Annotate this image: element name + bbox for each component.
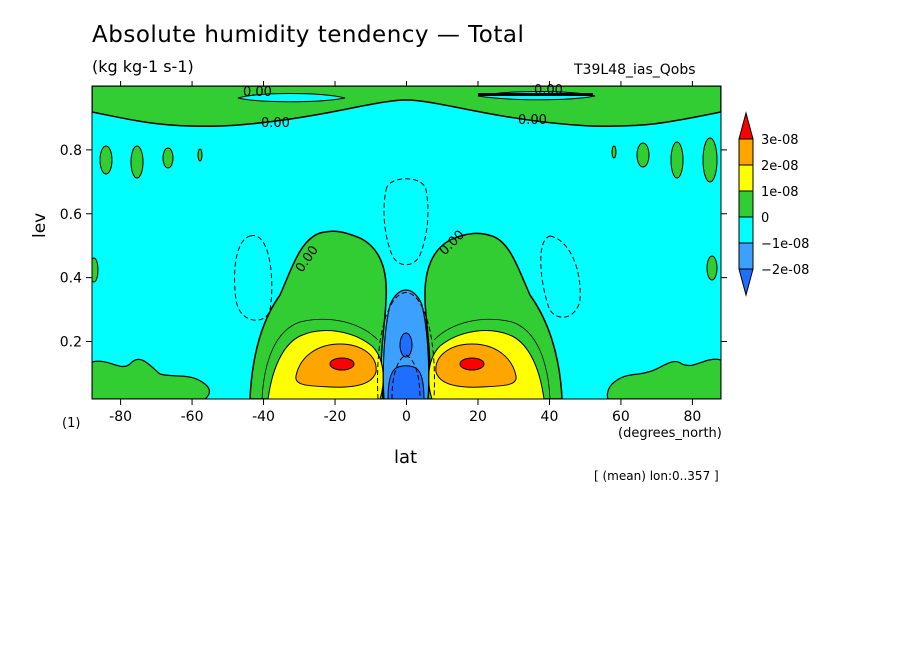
contour-label: 0.00 (534, 83, 563, 98)
dashed-contour (234, 235, 273, 321)
y-tick-label: 0.8 (60, 143, 82, 159)
x-tick-label: -20 (324, 409, 347, 425)
blob (99, 145, 113, 175)
colorbar-label: −2e-08 (761, 263, 809, 278)
chart-title: Absolute humidity tendency — Total (92, 22, 525, 48)
colorbar-swatch (738, 216, 754, 244)
contour-field (92, 86, 721, 399)
colorbar-swatch (738, 190, 754, 218)
colorbar-label: 3e-08 (761, 133, 799, 148)
average-note: [ (mean) lon:0..357 ] (594, 469, 719, 483)
colorbar-swatch (738, 242, 754, 270)
green-corner-right (606, 358, 721, 399)
x-axis-label: lat (394, 447, 418, 468)
colorbar-max-arrow (738, 111, 754, 140)
blob (670, 141, 684, 179)
colorbar-label: −1e-08 (761, 237, 809, 252)
colorbar-min-arrow (738, 268, 754, 297)
chart-units: (kg kg-1 s-1) (92, 57, 194, 76)
y-scale-factor: (1) (62, 416, 81, 431)
x-tick-label: 20 (469, 409, 487, 425)
x-tick-label: 0 (402, 409, 411, 425)
y-tick-label: 0.2 (60, 335, 82, 351)
colorbar-swatch (738, 164, 754, 192)
blob (197, 148, 203, 162)
colorbar-label: 2e-08 (761, 159, 799, 174)
deep-blue-core (387, 365, 425, 399)
x-tick-label: -40 (252, 409, 275, 425)
contour-label: 0.00 (518, 113, 547, 128)
deep-blue-small (399, 332, 413, 358)
blob (636, 142, 650, 168)
contour-labels: 0.00 0.00 0.00 0.00 0.00 0.00 (243, 83, 563, 275)
red-core-left (329, 357, 355, 371)
y-tick-label: 0.6 (60, 207, 82, 223)
top-pocket-left (237, 93, 346, 103)
solid-contour (433, 318, 551, 399)
dashed-contour (383, 178, 429, 266)
contour-label: 0.00 (243, 85, 272, 100)
contour-label: 0.00 (261, 116, 290, 131)
dashed-contour (377, 292, 435, 399)
x-axis-unit: (degrees_north) (618, 426, 722, 441)
y-tick-label: 0.4 (60, 271, 82, 287)
green-corner-left (92, 358, 210, 399)
blob (706, 255, 718, 281)
contour-tick (478, 93, 593, 96)
red-core-right (459, 357, 485, 371)
y-axis-ticks: 0.2 0.4 0.6 0.8 (60, 143, 727, 351)
solid-contour (261, 318, 379, 399)
dashed-contour (540, 235, 581, 318)
colorbar-swatch (738, 138, 754, 166)
x-axis-ticks: -80 -60 -40 -20 0 20 40 60 80 (109, 81, 701, 425)
blob (162, 147, 174, 169)
blob (92, 257, 99, 283)
experiment-label: T39L48_ias_Qobs (574, 62, 696, 78)
colorbar-label: 1e-08 (761, 185, 799, 200)
x-tick-label: 40 (541, 409, 559, 425)
blob (611, 145, 617, 159)
colorbar: 3e-08 2e-08 1e-08 0 −1e-08 −2e-08 (738, 111, 809, 297)
x-tick-label: -60 (181, 409, 204, 425)
dashed-contour (391, 354, 421, 399)
x-tick-label: 60 (612, 409, 630, 425)
x-tick-label: 80 (683, 409, 701, 425)
colorbar-label: 0 (761, 211, 769, 226)
x-tick-label: -80 (109, 409, 132, 425)
blob (702, 137, 718, 183)
blob (130, 145, 144, 179)
